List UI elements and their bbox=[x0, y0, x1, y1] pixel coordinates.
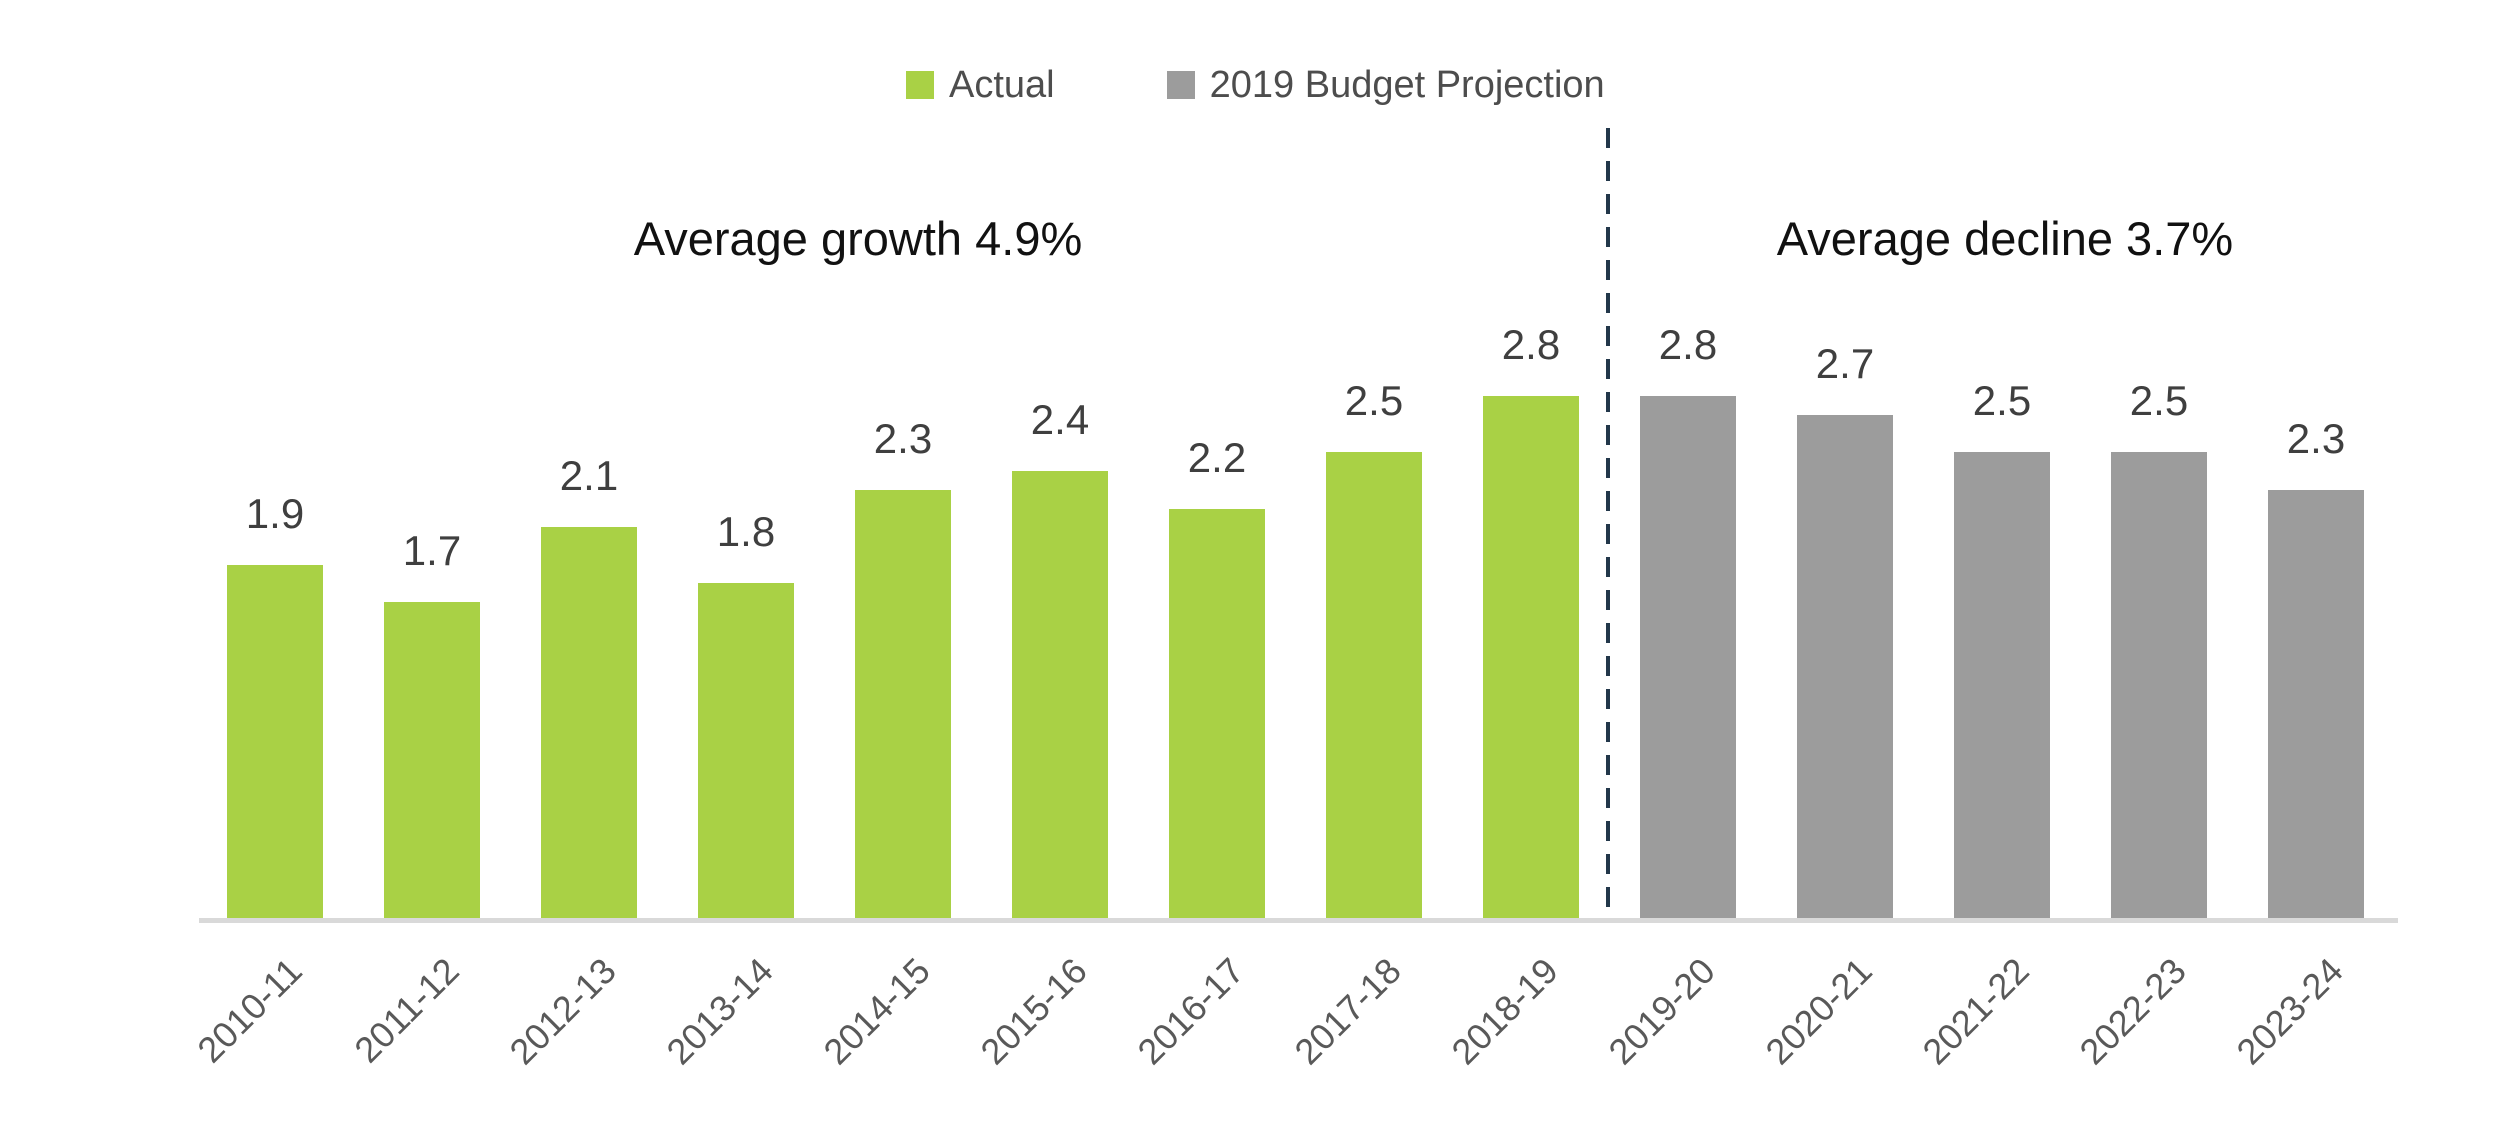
bar-2012-13 bbox=[541, 527, 637, 920]
bar-value-label-2010-11: 1.9 bbox=[245, 490, 305, 537]
legend-swatch-projection-icon bbox=[1166, 71, 1195, 99]
bar-2011-12 bbox=[384, 602, 480, 920]
legend-entry-actual: Actual bbox=[906, 66, 1055, 104]
legend-entry-projection: 2019 Budget Projection bbox=[1166, 64, 1605, 106]
bar-value-label-2023-24: 2.3 bbox=[2286, 415, 2346, 462]
bar-2023-24 bbox=[2268, 490, 2364, 920]
bar-value-label-2013-14: 1.8 bbox=[716, 508, 776, 555]
legend-swatch-actual-icon bbox=[906, 71, 934, 99]
legend: Actual 2019 Budget Projection bbox=[906, 66, 1605, 104]
annotation-average-growth: Average growth 4.9% bbox=[633, 212, 1083, 265]
bar-2022-23 bbox=[2111, 452, 2207, 920]
bar-2013-14 bbox=[698, 583, 794, 920]
bar-2010-11 bbox=[227, 565, 323, 920]
bar-2021-22 bbox=[1954, 452, 2050, 920]
bar-value-label-2018-19: 2.8 bbox=[1501, 321, 1561, 368]
bar-2018-19 bbox=[1483, 396, 1579, 920]
bar-value-label-2015-16: 2.4 bbox=[1030, 396, 1090, 443]
bar-2020-21 bbox=[1797, 415, 1893, 920]
bar-value-label-2014-15: 2.3 bbox=[873, 415, 933, 462]
bar-value-label-2020-21: 2.7 bbox=[1815, 340, 1875, 387]
x-axis-label-2010-11: 2010-11 bbox=[189, 949, 310, 1071]
bar-value-label-2022-23: 2.5 bbox=[2129, 377, 2189, 424]
bar-2019-20 bbox=[1640, 396, 1736, 920]
bar-value-label-2016-17: 2.2 bbox=[1187, 434, 1247, 481]
bar-2017-18 bbox=[1326, 452, 1422, 920]
bar-value-label-2021-22: 2.5 bbox=[1972, 377, 2032, 424]
bar-value-label-2017-18: 2.5 bbox=[1344, 377, 1404, 424]
bar-2015-16 bbox=[1012, 471, 1108, 920]
annotation-average-decline: Average decline 3.7% bbox=[1776, 212, 2234, 265]
legend-label-actual: Actual bbox=[949, 64, 1055, 106]
bar-2016-17 bbox=[1169, 509, 1265, 920]
x-axis-line bbox=[199, 918, 2398, 923]
legend-label-projection: 2019 Budget Projection bbox=[1209, 64, 1605, 106]
bar-value-label-2012-13: 2.1 bbox=[559, 452, 619, 499]
bar-value-label-2011-12: 1.7 bbox=[402, 527, 462, 574]
bar-2014-15 bbox=[855, 490, 951, 920]
projection-divider-dashed-line bbox=[1606, 128, 1610, 920]
bar-value-label-2019-20: 2.8 bbox=[1658, 321, 1718, 368]
